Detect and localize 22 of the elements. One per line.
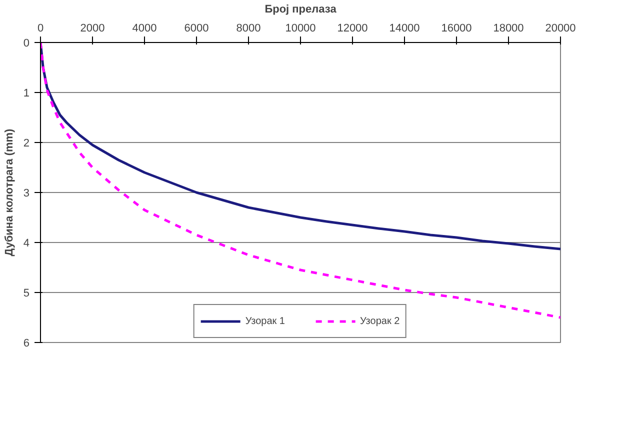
y-tick-label: 5 — [23, 288, 30, 300]
y-tick-label: 3 — [23, 188, 30, 200]
x-tick-label: 4000 — [132, 22, 157, 34]
y-tick-label: 4 — [23, 238, 30, 250]
x-tick-label: 2000 — [80, 22, 105, 34]
x-tick-label: 6000 — [184, 22, 209, 34]
x-tick-label: 8000 — [236, 22, 261, 34]
x-tick-label: 0 — [37, 22, 44, 34]
y-tick-label: 2 — [23, 138, 30, 150]
legend-label: Узорак 1 — [245, 316, 285, 326]
y-tick-label: 1 — [23, 88, 30, 100]
y-axis-title: Дубина колотрага (mm) — [3, 128, 16, 256]
x-tick-label: 20000 — [545, 22, 576, 34]
y-tick-label: 6 — [23, 338, 30, 350]
legend-label: Узорак 2 — [360, 316, 400, 326]
x-tick-label: 14000 — [389, 22, 420, 34]
y-tick-label: 0 — [23, 38, 30, 50]
x-tick-label: 16000 — [441, 22, 472, 34]
x-axis-title: Број прелаза — [264, 4, 338, 16]
x-tick-label: 12000 — [337, 22, 368, 34]
x-tick-label: 18000 — [493, 22, 524, 34]
x-tick-label: 10000 — [285, 22, 316, 34]
